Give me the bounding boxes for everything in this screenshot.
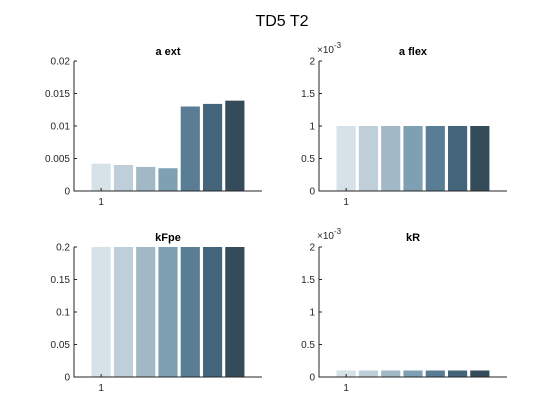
kfpe-title: kFpe: [155, 232, 181, 244]
kr-bar-3: [381, 370, 401, 377]
kr-bar-4: [403, 370, 423, 377]
a-flex-ytick-label: 0: [309, 187, 315, 198]
kfpe-ytick-label: 0.1: [56, 308, 70, 319]
a-ext-bar-7: [225, 100, 245, 191]
a-flex-bar-5: [425, 126, 445, 191]
a-ext-bar-5: [180, 106, 200, 191]
a-flex-exponent-label: ×10-3: [317, 41, 342, 56]
a-ext-ytick-label: 0.02: [51, 57, 71, 68]
panel-kfpe: 0 0.05 0.1 0.15 0.2 1 kFpe: [51, 232, 262, 394]
a-flex-bar-4: [403, 126, 423, 191]
kfpe-bar-4: [158, 247, 178, 377]
kr-bar-2: [358, 370, 379, 377]
a-ext-bar-3: [136, 166, 156, 191]
a-ext-ytick-label: 0: [64, 187, 70, 198]
panel-kr: 0 0.5 1 1.5 2 1 kR ×10-3: [301, 227, 507, 394]
kr-ytick-label: 1: [309, 308, 315, 319]
a-flex-xtick-label: 1: [343, 197, 349, 208]
a-flex-ytick-label: 1: [309, 122, 315, 133]
kfpe-bar-5: [180, 247, 200, 377]
a-ext-bar-2: [113, 165, 134, 191]
kr-ytick-label: 0: [309, 373, 315, 384]
kr-axes: [318, 247, 507, 378]
a-flex-bar-6: [447, 126, 468, 191]
kfpe-bar-1: [91, 247, 111, 377]
kfpe-ytick-label: 0.15: [51, 275, 71, 286]
kr-bar-5: [425, 370, 445, 377]
a-flex-ytick-label: 2: [309, 57, 315, 68]
a-flex-bar-3: [381, 126, 401, 191]
kfpe-xtick-label: 1: [98, 383, 104, 394]
kr-exponent-label: ×10-3: [317, 227, 342, 242]
kr-bar-1: [336, 370, 356, 377]
a-flex-bar-1: [336, 126, 356, 191]
kfpe-ytick-label: 0.2: [56, 243, 70, 254]
kfpe-bar-7: [225, 247, 245, 377]
panel-a-ext: 0 0.005 0.01 0.015 0.02 1 a ext: [45, 46, 262, 208]
a-ext-bar-6: [202, 103, 223, 191]
kfpe-ytick-label: 0.05: [51, 340, 71, 351]
a-ext-bar-1: [91, 163, 111, 191]
figure-title: TD5 T2: [255, 13, 308, 30]
kr-title: kR: [406, 232, 420, 244]
kfpe-bar-2: [113, 247, 134, 377]
a-ext-ytick-label: 0.01: [51, 122, 71, 133]
a-ext-title: a ext: [155, 46, 180, 58]
kr-ytick-label: 1.5: [301, 275, 315, 286]
a-flex-ytick-label: 1.5: [301, 89, 315, 100]
a-ext-xtick-label: 1: [98, 197, 104, 208]
kfpe-ytick-label: 0: [64, 373, 70, 384]
kfpe-bar-6: [202, 247, 223, 377]
a-flex-ytick-label: 0.5: [301, 154, 315, 165]
a-flex-bar-7: [470, 126, 490, 191]
a-flex-bar-2: [358, 126, 379, 191]
a-ext-ytick-label: 0.015: [45, 89, 70, 100]
kr-bar-6: [447, 370, 468, 377]
a-ext-bar-4: [158, 168, 178, 191]
panel-a-flex: 0 0.5 1 1.5 2 1 a flex ×10-3: [301, 41, 507, 208]
kr-xtick-label: 1: [343, 383, 349, 394]
a-flex-title: a flex: [399, 46, 428, 58]
kfpe-bar-3: [136, 247, 156, 377]
kr-ytick-label: 2: [309, 243, 315, 254]
a-ext-ytick-label: 0.005: [45, 154, 70, 165]
kr-bar-7: [470, 370, 490, 377]
kr-ytick-label: 0.5: [301, 340, 315, 351]
